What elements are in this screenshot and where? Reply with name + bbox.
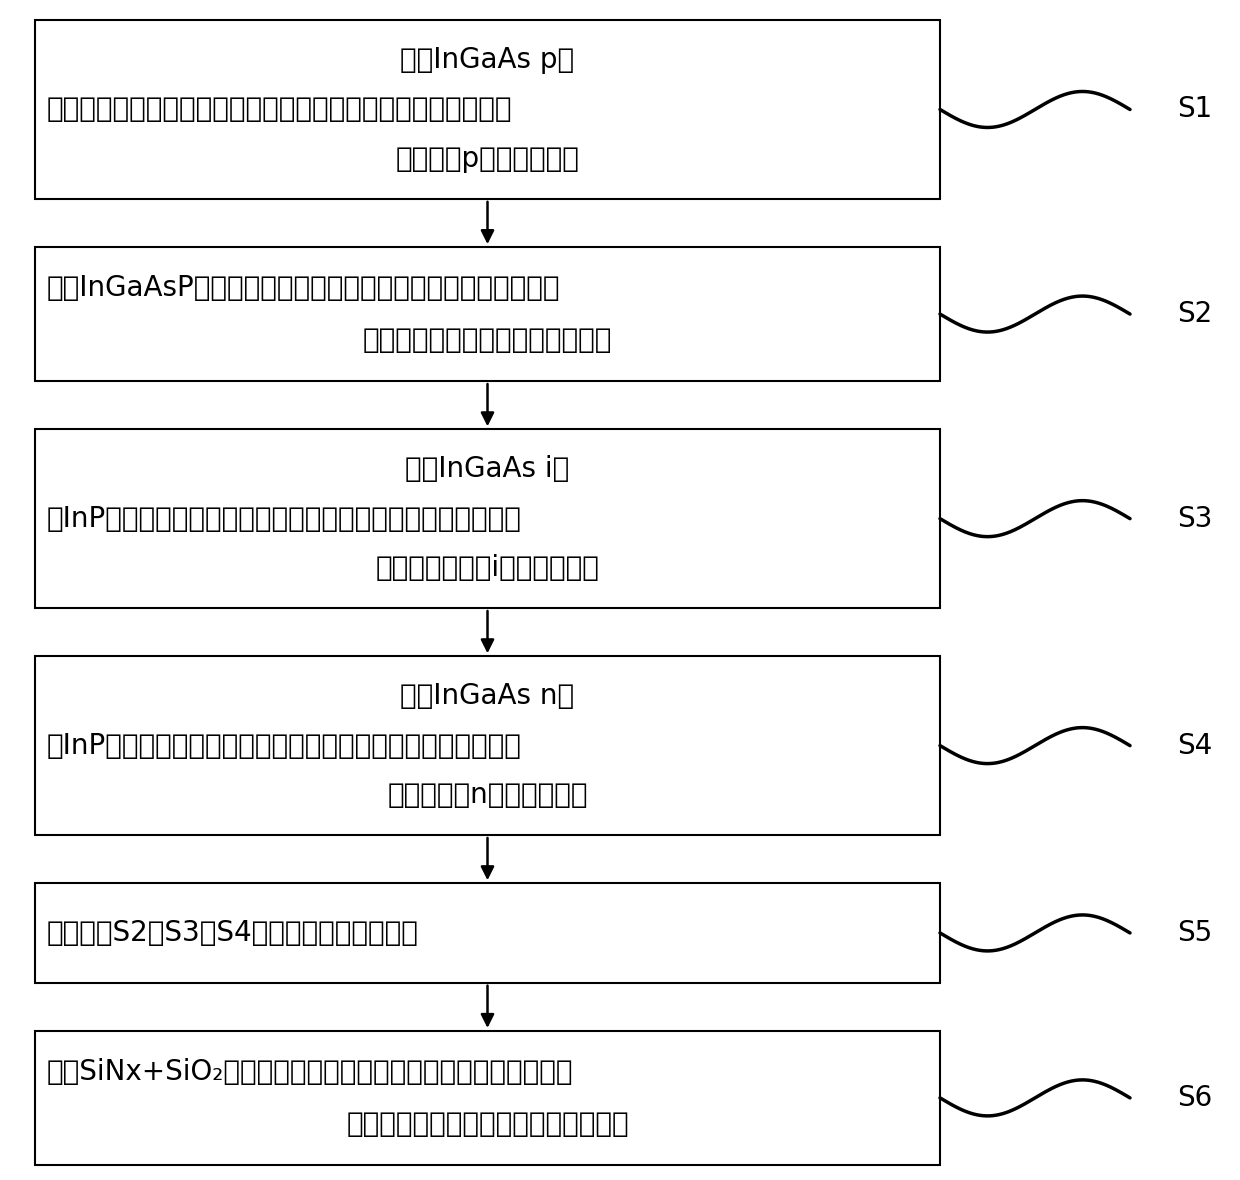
Text: 、湿法腐蚀，形成过渡层腐蚀台型: 、湿法腐蚀，形成过渡层腐蚀台型 [363, 326, 613, 354]
Text: 进行SiNx+SiO₂复合膜层沉积，形成的复合沉积膜作为台面光电: 进行SiNx+SiO₂复合膜层沉积，形成的复合沉积膜作为台面光电 [47, 1058, 573, 1086]
Text: 探测器光敏面的保护膜层和减反射膜层: 探测器光敏面的保护膜层和减反射膜层 [346, 1109, 629, 1138]
Text: 加工InGaAs n层: 加工InGaAs n层 [401, 682, 574, 710]
Bar [35, 656, 940, 835]
Text: 加工InGaAs p层: 加工InGaAs p层 [401, 46, 574, 74]
Text: 去除步骤S2、S3、S4中光刻后留下的光刻胶: 去除步骤S2、S3、S4中光刻后留下的光刻胶 [47, 919, 419, 946]
Text: 湿法腐蚀，形成i区域腐蚀台型: 湿法腐蚀，形成i区域腐蚀台型 [376, 555, 599, 583]
Text: ，包括匀胶、前烘、光刻曝光、显影、坚膜、湿法腐蚀并去光刻: ，包括匀胶、前烘、光刻曝光、显影、坚膜、湿法腐蚀并去光刻 [47, 96, 512, 124]
Text: S6: S6 [1177, 1084, 1213, 1112]
Bar [35, 430, 940, 608]
Text: 腐蚀，形成n区域腐蚀台型: 腐蚀，形成n区域腐蚀台型 [387, 781, 588, 809]
Text: 和InP腐蚀停止层，包括匀胶、前烘、光刻曝光、显影、坚膜、: 和InP腐蚀停止层，包括匀胶、前烘、光刻曝光、显影、坚膜、 [47, 505, 522, 532]
Text: 胶，形成p区域腐蚀台型: 胶，形成p区域腐蚀台型 [396, 145, 579, 173]
Bar [35, 247, 940, 381]
Text: S1: S1 [1177, 96, 1213, 124]
Text: S4: S4 [1177, 732, 1213, 760]
Text: 和InP衬底层，包括匀胶、前烘、光刻曝光、显影、坚膜、湿法: 和InP衬底层，包括匀胶、前烘、光刻曝光、显影、坚膜、湿法 [47, 732, 522, 760]
Text: 加工InGaAsP过渡层，包括匀胶、前烘、光刻曝光、显影、坚膜: 加工InGaAsP过渡层，包括匀胶、前烘、光刻曝光、显影、坚膜 [47, 274, 560, 302]
Bar [35, 883, 940, 983]
Text: S5: S5 [1177, 919, 1213, 946]
Bar [35, 1031, 940, 1165]
Bar [35, 20, 940, 199]
Text: 加工InGaAs i层: 加工InGaAs i层 [405, 455, 569, 483]
Text: S2: S2 [1177, 300, 1213, 328]
Text: S3: S3 [1177, 505, 1213, 532]
